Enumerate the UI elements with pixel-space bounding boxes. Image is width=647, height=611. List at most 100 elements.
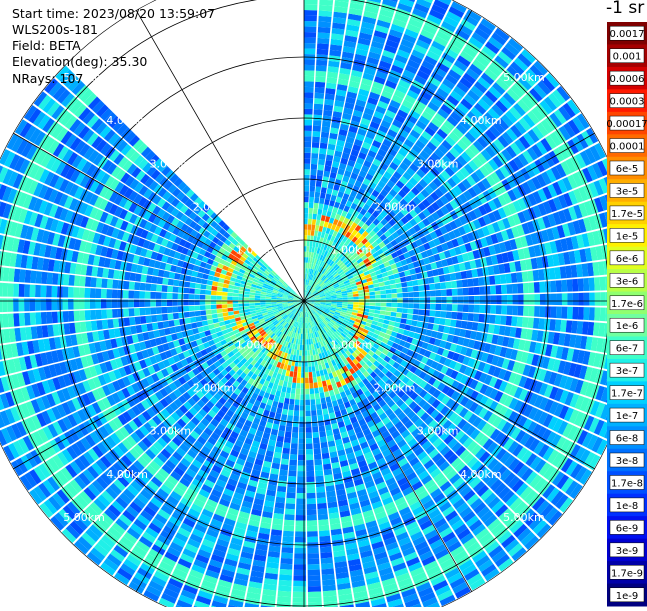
scan-gate <box>317 170 323 176</box>
scan-gate <box>342 295 348 297</box>
scan-gate <box>384 315 390 320</box>
scan-gate <box>314 388 319 394</box>
scan-gate <box>331 298 337 300</box>
scan-gate <box>295 399 300 405</box>
scan-gate <box>374 310 380 314</box>
scan-gate <box>316 487 325 493</box>
scan-gate <box>425 297 431 303</box>
scan-gate <box>306 471 314 477</box>
scan-gate <box>478 277 484 286</box>
scan-gate <box>389 279 395 284</box>
scan-gate <box>286 492 295 498</box>
scan-gate <box>550 281 556 293</box>
scan-gate <box>274 508 284 515</box>
scan-gate <box>304 191 309 197</box>
scan-gate <box>279 580 292 586</box>
scan-gate <box>518 306 524 316</box>
scan-gate <box>305 389 309 395</box>
scan-gate <box>316 492 325 498</box>
scan-gate <box>589 307 595 320</box>
scan-gate <box>589 278 595 291</box>
scan-gate <box>304 197 309 203</box>
scan-gate <box>386 298 392 302</box>
scan-gate <box>290 454 297 460</box>
scan-gate <box>489 315 495 324</box>
scan-gate <box>450 273 457 281</box>
scan-gate <box>485 296 491 304</box>
scan-gate <box>315 470 323 476</box>
scan-gate <box>413 309 419 315</box>
scan-gate <box>304 153 311 159</box>
scan-gate <box>407 314 413 320</box>
scan-gate <box>307 241 310 247</box>
scan-gate <box>325 194 331 200</box>
scan-gate <box>314 454 322 460</box>
scan-gate <box>308 575 321 581</box>
scan-gate <box>307 559 319 565</box>
scan-gate <box>472 322 479 331</box>
scan-gate <box>317 209 322 215</box>
scan-gate <box>379 282 385 287</box>
scan-gate <box>308 219 312 225</box>
scan-gate <box>287 415 293 421</box>
scan-gate <box>489 276 495 285</box>
scan-gate <box>300 339 302 345</box>
scan-gate <box>348 302 354 304</box>
scan-gate <box>306 476 314 482</box>
scan-gate <box>474 296 480 304</box>
scan-gate <box>446 311 452 318</box>
scan-gate <box>322 453 330 459</box>
scan-gate <box>312 366 316 372</box>
scan-gate <box>370 302 376 305</box>
scan-gate <box>428 277 434 284</box>
scan-gate <box>316 181 322 187</box>
scan-gate <box>485 286 491 295</box>
scan-gate <box>304 27 316 33</box>
scan-gate <box>306 334 308 340</box>
scan-gate <box>306 460 314 466</box>
scan-gate <box>390 284 396 289</box>
scan-gate <box>439 318 445 325</box>
scan-gate <box>310 241 313 247</box>
scan-gate <box>479 286 485 294</box>
scan-gate <box>275 447 283 454</box>
scan-gate <box>277 596 291 602</box>
scan-gate <box>322 458 330 464</box>
scan-gate <box>319 387 324 393</box>
scan-gate <box>312 214 317 220</box>
scan-gate <box>495 315 501 324</box>
scan-gate <box>373 283 379 287</box>
scan-gate <box>478 314 484 323</box>
scan-gate <box>323 414 329 420</box>
scan-gate <box>306 433 312 439</box>
scan-gate <box>473 278 479 286</box>
scan-gate <box>289 465 297 471</box>
scan-gate <box>284 520 294 526</box>
scan-gate <box>317 376 322 382</box>
scan-gate <box>469 296 475 304</box>
scan-gate <box>314 448 321 454</box>
scan-gate <box>319 536 330 542</box>
scan-gate <box>278 480 287 486</box>
scan-gate <box>297 372 301 378</box>
scan-gate <box>358 290 364 293</box>
scan-gate <box>348 297 354 299</box>
scan-gate <box>307 520 317 526</box>
scan-gate <box>309 191 314 197</box>
scan-gate <box>383 320 389 325</box>
scan-gate <box>309 197 314 203</box>
scan-gate <box>306 257 308 263</box>
scan-gate <box>556 293 562 305</box>
scan-gate <box>401 313 407 318</box>
scan-gate <box>494 275 500 284</box>
scan-gate <box>381 294 387 298</box>
scan-gate <box>331 302 337 304</box>
scan-gate <box>566 320 573 333</box>
scan-gate <box>310 355 313 361</box>
scan-gate <box>307 345 310 351</box>
scan-gate <box>304 32 316 38</box>
scan-gate <box>316 71 327 77</box>
scan-gate <box>458 296 464 303</box>
scan-gate <box>326 430 333 437</box>
scan-gate <box>277 385 282 391</box>
